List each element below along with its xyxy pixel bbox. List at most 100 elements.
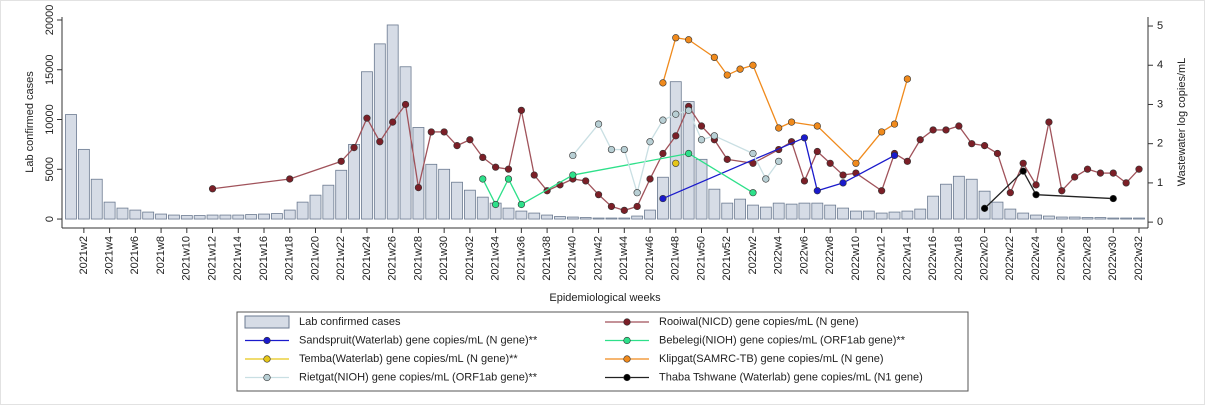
- point: [659, 149, 667, 158]
- point: [607, 202, 616, 211]
- bar: [682, 101, 695, 220]
- bar: [373, 43, 386, 220]
- point: [376, 138, 384, 146]
- legend-label: Lab confirmed cases: [299, 316, 401, 328]
- bar: [811, 202, 824, 220]
- bar: [206, 214, 219, 220]
- bar: [361, 71, 373, 220]
- x-tick-label: 2021w40: [567, 236, 579, 281]
- x-tick-label: 2021w34: [490, 236, 502, 281]
- point: [1058, 187, 1066, 195]
- x-tick-label: 2021w46: [644, 236, 656, 281]
- line-segment: [791, 121, 818, 127]
- point: [942, 126, 950, 134]
- y2-tick-label: 5: [1157, 20, 1163, 32]
- bar: [309, 194, 322, 220]
- bar: [592, 217, 605, 220]
- line-segment: [495, 178, 510, 205]
- bar: [721, 202, 734, 220]
- legend-swatch: [263, 336, 271, 345]
- point: [968, 140, 976, 148]
- bar: [566, 216, 579, 220]
- y2-tick-label: 1: [1157, 177, 1163, 189]
- legend-label: Rooiwal(NICD) gene copies/mL (N gene): [659, 316, 859, 328]
- line-segment: [855, 131, 883, 164]
- line-segment: [482, 178, 497, 205]
- point: [787, 118, 796, 126]
- legend-swatch: [263, 373, 271, 382]
- line-segment: [572, 152, 689, 176]
- point: [993, 149, 1002, 158]
- bar: [772, 202, 785, 220]
- bar: [90, 178, 103, 220]
- bar: [644, 209, 656, 220]
- legend-swatch: [623, 318, 631, 326]
- bar: [837, 207, 849, 220]
- line-segment: [649, 153, 664, 180]
- bar: [914, 208, 927, 220]
- line-segment: [790, 141, 806, 182]
- point: [839, 171, 847, 179]
- point: [955, 122, 963, 130]
- point: [749, 61, 757, 69]
- x-tick-label: 2021w22: [335, 236, 347, 281]
- bar: [965, 178, 978, 220]
- y2-tick-label: 4: [1157, 59, 1163, 71]
- point: [620, 206, 628, 214]
- point: [762, 175, 770, 183]
- x-tick-label: 2022w30: [1107, 236, 1119, 281]
- bar: [1030, 214, 1042, 220]
- point: [1032, 191, 1040, 199]
- line-segment: [727, 158, 754, 164]
- line-segment: [713, 139, 728, 160]
- bar: [579, 217, 592, 220]
- bar: [232, 214, 245, 220]
- point: [890, 120, 899, 128]
- x-tick-label: 2021w26: [387, 236, 399, 281]
- line-segment: [752, 64, 780, 129]
- point: [916, 136, 924, 144]
- bar: [734, 198, 747, 220]
- line-segment: [1048, 121, 1063, 191]
- bar: [1107, 217, 1120, 220]
- y-tick-label: 20000: [44, 5, 56, 36]
- x-tick-label: 2022w4: [773, 236, 785, 275]
- point: [389, 118, 397, 126]
- y-tick-label: 5000: [44, 157, 56, 181]
- point: [517, 200, 525, 209]
- point: [633, 202, 641, 211]
- bar: [476, 196, 489, 220]
- x-tick-label: 2021w42: [592, 236, 604, 281]
- x-tick-label: 2022w20: [978, 236, 990, 281]
- point: [672, 159, 680, 167]
- x-tick-label: 2022w28: [1081, 236, 1093, 281]
- bar: [116, 207, 129, 220]
- x-tick-label: 2022w10: [850, 236, 862, 281]
- bar: [888, 211, 901, 220]
- line-segment: [379, 121, 394, 143]
- bar: [605, 217, 618, 220]
- bar: [927, 195, 940, 220]
- point: [492, 163, 500, 171]
- line-segment: [817, 182, 844, 192]
- bar: [463, 189, 476, 220]
- line-segment: [366, 117, 381, 143]
- point: [685, 106, 693, 114]
- point: [890, 151, 899, 160]
- y-tick-label: 0: [44, 216, 56, 222]
- point: [980, 142, 989, 150]
- point: [826, 159, 834, 167]
- line-segment: [289, 160, 342, 180]
- point: [453, 142, 461, 150]
- bar: [412, 127, 425, 220]
- point: [659, 194, 667, 203]
- line-segment: [713, 57, 728, 76]
- x-tick-label: 2021w28: [412, 236, 424, 281]
- x-tick-label: 2021w14: [232, 236, 244, 281]
- point: [775, 157, 783, 165]
- point: [903, 157, 911, 165]
- line-segment: [636, 141, 651, 193]
- point: [697, 136, 706, 144]
- line-segment: [507, 178, 522, 205]
- x-tick-label: 2022w18: [953, 236, 965, 281]
